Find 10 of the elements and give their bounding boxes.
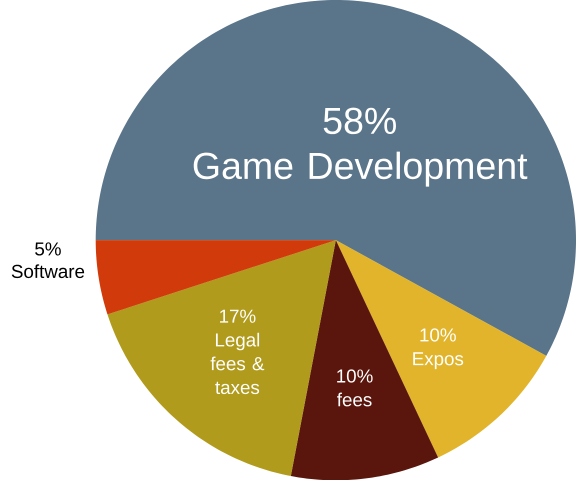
- data-label: 10%: [337, 369, 373, 382]
- slice-label: Expos: [413, 352, 464, 369]
- data-label: 17%: [220, 309, 256, 323]
- data-label: 10%: [420, 328, 456, 342]
- slice-label: Legal fees & taxes: [210, 332, 264, 394]
- slice-label: fees: [337, 392, 372, 406]
- data-label: 58%: [324, 107, 396, 134]
- slice-label: Software: [12, 264, 84, 278]
- data-label: 5%: [35, 242, 61, 256]
- slice-label: Game Development: [194, 151, 528, 186]
